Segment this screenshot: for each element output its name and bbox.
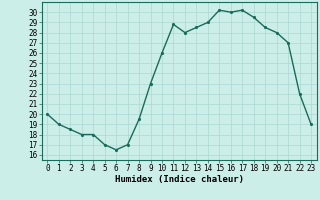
X-axis label: Humidex (Indice chaleur): Humidex (Indice chaleur) bbox=[115, 175, 244, 184]
